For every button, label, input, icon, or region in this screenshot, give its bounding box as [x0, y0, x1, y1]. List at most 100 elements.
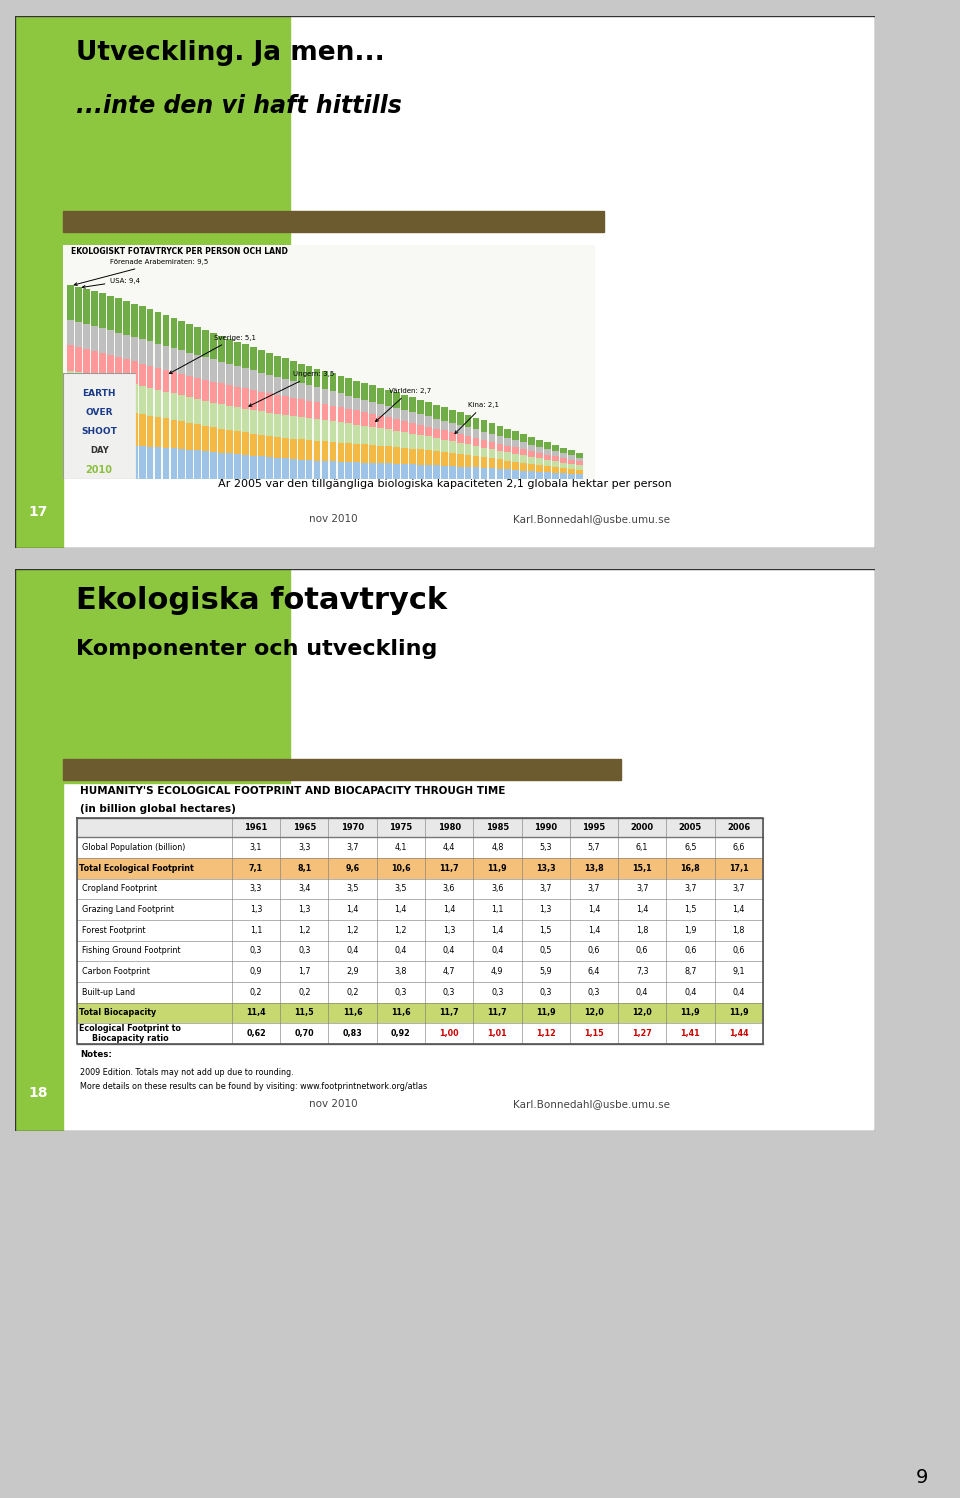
Text: 2,9: 2,9 — [347, 968, 359, 977]
Bar — [298, 439, 304, 460]
Text: Karl.Bonnedahl@usbe.umu.se: Karl.Bonnedahl@usbe.umu.se — [513, 514, 669, 524]
Bar — [457, 425, 464, 434]
Bar — [75, 286, 82, 322]
Bar — [552, 457, 559, 461]
Bar — [481, 431, 488, 440]
Bar — [131, 361, 137, 383]
Text: 2006: 2006 — [727, 822, 751, 831]
Text: 0,2: 0,2 — [250, 987, 262, 996]
Bar — [552, 461, 559, 467]
Bar — [203, 330, 209, 357]
Bar — [361, 383, 368, 400]
Bar — [298, 383, 304, 400]
Bar — [544, 460, 551, 466]
Bar — [544, 442, 551, 449]
Bar — [179, 321, 185, 351]
Text: Utveckling. Ja men...: Utveckling. Ja men... — [76, 40, 384, 66]
Bar — [210, 427, 217, 452]
Bar — [162, 370, 169, 391]
Text: Grazing Land Footprint: Grazing Land Footprint — [82, 905, 174, 914]
Text: 3,7: 3,7 — [684, 884, 697, 893]
Bar — [338, 422, 345, 443]
Bar — [115, 445, 122, 479]
Text: 12,0: 12,0 — [633, 1008, 652, 1017]
Text: 1,2: 1,2 — [298, 926, 310, 935]
Bar — [77, 818, 763, 837]
Bar — [576, 461, 583, 466]
Bar — [361, 400, 368, 412]
Bar — [489, 434, 495, 442]
Text: Forest Footprint: Forest Footprint — [82, 926, 145, 935]
Bar — [377, 446, 384, 463]
Bar — [186, 324, 193, 352]
Bar — [186, 422, 193, 449]
Bar — [274, 437, 280, 458]
Bar — [84, 349, 90, 373]
Text: EARTH: EARTH — [83, 389, 116, 398]
Text: Ecological Footprint to
Biocapacity ratio: Ecological Footprint to Biocapacity rati… — [79, 1025, 180, 1043]
Bar — [234, 386, 241, 407]
Text: 6,1: 6,1 — [636, 843, 648, 852]
Bar — [385, 446, 392, 463]
Text: 1,4: 1,4 — [588, 926, 600, 935]
Text: 10,6: 10,6 — [391, 864, 411, 873]
Text: 0,3: 0,3 — [395, 987, 407, 996]
Bar — [338, 376, 345, 394]
Bar — [123, 445, 130, 479]
Bar — [441, 452, 447, 466]
Bar — [203, 379, 209, 401]
Bar — [227, 406, 233, 430]
Text: 0,3: 0,3 — [588, 987, 600, 996]
Text: 0,4: 0,4 — [732, 987, 745, 996]
Text: 3,7: 3,7 — [540, 884, 552, 893]
Bar — [227, 430, 233, 454]
Text: Karl.Bonnedahl@usbe.umu.se: Karl.Bonnedahl@usbe.umu.se — [513, 1100, 669, 1110]
Bar — [99, 354, 106, 376]
Bar — [472, 437, 479, 446]
Bar — [544, 472, 551, 479]
Bar — [139, 339, 146, 364]
Text: 1,3: 1,3 — [540, 905, 552, 914]
Bar — [401, 395, 408, 410]
Bar — [409, 464, 416, 479]
Bar — [290, 416, 297, 439]
Bar — [401, 410, 408, 421]
Text: EKOLOGISKT FOTAVTRYCK PER PERSON OCH LAND: EKOLOGISKT FOTAVTRYCK PER PERSON OCH LAN… — [71, 247, 287, 256]
Bar — [385, 430, 392, 446]
Bar — [147, 342, 154, 366]
Bar — [568, 451, 575, 455]
Text: 5,7: 5,7 — [588, 843, 600, 852]
Bar — [537, 464, 543, 472]
Bar — [67, 445, 74, 479]
Bar — [457, 412, 464, 425]
Text: 16,8: 16,8 — [681, 864, 701, 873]
Bar — [425, 464, 432, 479]
Bar — [377, 404, 384, 415]
Bar — [528, 472, 535, 479]
Bar — [401, 431, 408, 448]
Bar — [425, 416, 432, 427]
Bar — [537, 458, 543, 464]
Bar — [576, 466, 583, 470]
Text: 3,7: 3,7 — [636, 884, 648, 893]
Bar — [394, 419, 400, 431]
Bar — [155, 312, 161, 343]
Text: 2005: 2005 — [679, 822, 702, 831]
Bar — [370, 463, 376, 479]
Bar — [171, 372, 178, 394]
Bar — [298, 416, 304, 439]
Bar — [67, 407, 74, 445]
Bar — [139, 385, 146, 415]
Bar — [147, 366, 154, 388]
Text: 3,4: 3,4 — [299, 884, 310, 893]
Bar — [123, 301, 130, 336]
Bar — [179, 395, 185, 421]
Bar — [441, 430, 447, 439]
Text: 7,3: 7,3 — [636, 968, 648, 977]
Bar — [409, 433, 416, 448]
Bar — [155, 343, 161, 367]
Bar — [250, 348, 257, 370]
Bar — [568, 464, 575, 469]
Bar — [147, 446, 154, 479]
Bar — [84, 289, 90, 324]
